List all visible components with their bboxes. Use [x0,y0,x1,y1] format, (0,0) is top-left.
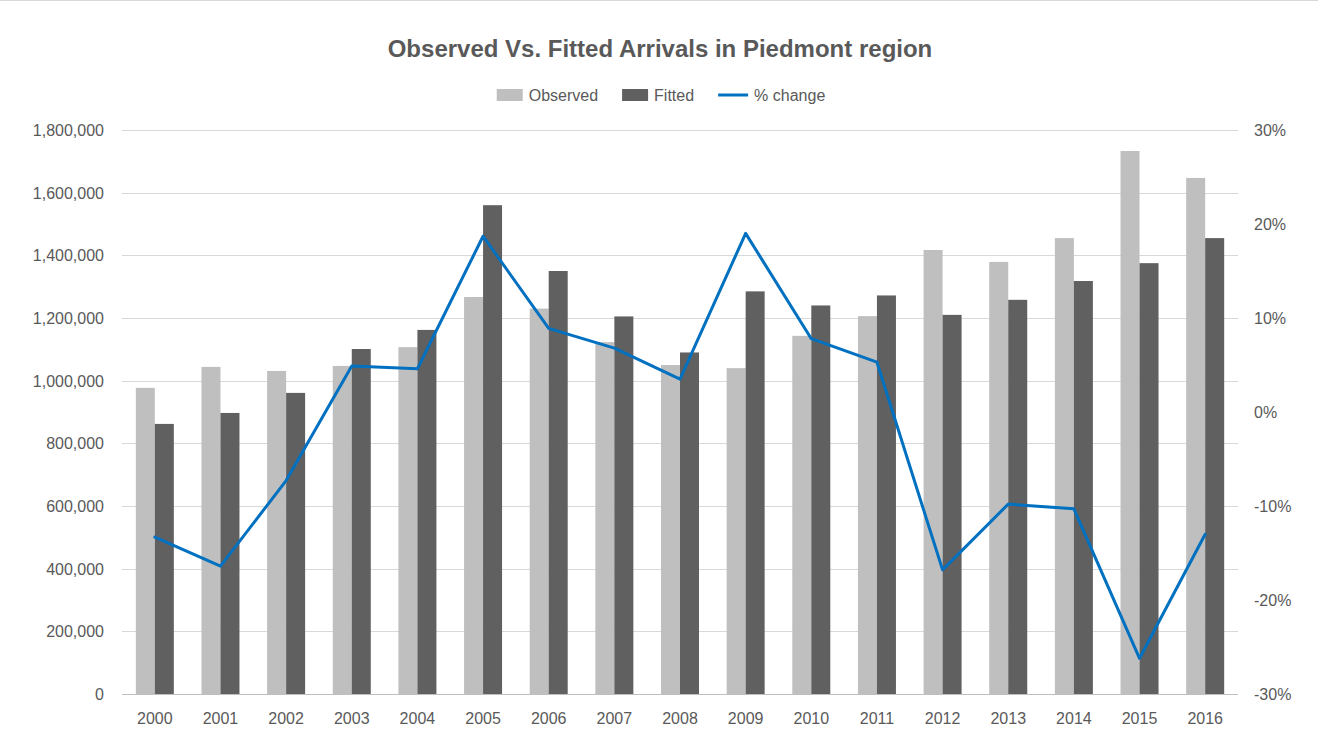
grid-line [122,694,1238,695]
y-tick-label: 800,000 [46,435,104,452]
x-tick-label: 2012 [925,710,961,727]
y-tick-label: 200,000 [46,623,104,640]
bar [792,336,811,694]
x-tick-label: 2015 [1122,710,1158,727]
y2-tick [1238,600,1240,601]
bar [727,368,746,694]
bar [595,342,614,694]
bar [136,388,155,694]
bar [286,393,305,694]
bar [398,347,417,694]
bar [1008,300,1027,694]
bar [201,367,220,694]
y2-tick-label: 10% [1254,310,1286,327]
bar [530,309,549,694]
bar [680,352,699,694]
bar [155,424,174,694]
frame-top [0,0,1318,1]
bar [614,316,633,694]
y-tick-label: 1,800,000 [33,122,104,139]
title: Observed Vs. Fitted Arrivals in Piedmont… [388,35,933,62]
bar [1121,151,1140,694]
bar [1055,238,1074,694]
bar [943,315,962,694]
bar [924,250,943,694]
y2-tick-label: 30% [1254,122,1286,139]
bar [661,365,680,694]
bar [811,305,830,694]
x-tick-label: 2002 [268,710,304,727]
y-tick-label: 1,200,000 [33,310,104,327]
y2-tick [1238,318,1240,319]
bar [483,205,502,694]
grid-line [122,193,1238,194]
x-tick-label: 2004 [400,710,436,727]
y2-tick [1238,506,1240,507]
y2-tick-label: 0% [1254,404,1277,421]
bar [1205,238,1224,694]
y2-tick [1238,224,1240,225]
background [0,0,1318,753]
legend-swatch [622,89,648,101]
grid-line [122,130,1238,131]
x-tick-label: 2010 [793,710,829,727]
bar [267,371,286,694]
legend-label: Fitted [654,87,694,104]
bar [333,366,352,694]
y2-tick [1238,412,1240,413]
x-tick-label: 2005 [465,710,501,727]
y2-tick-label: -30% [1254,686,1291,703]
y2-tick-label: -10% [1254,498,1291,515]
y-tick-label: 1,000,000 [33,373,104,390]
chart: Observed Vs. Fitted Arrivals in Piedmont… [0,0,1318,753]
legend-swatch [497,89,523,101]
bar [746,291,765,694]
plot-area [136,151,1224,694]
x-tick-label: 2006 [531,710,567,727]
x-tick-label: 2000 [137,710,173,727]
bar [1074,281,1093,694]
y-tick-label: 1,600,000 [33,185,104,202]
bar [877,295,896,694]
y2-tick [1238,130,1240,131]
x-tick-label: 2014 [1056,710,1092,727]
y-tick-label: 1,400,000 [33,247,104,264]
x-tick-label: 2001 [203,710,239,727]
legend-swatch [718,94,748,97]
bar [352,349,371,694]
line [155,233,1205,658]
legend: Observed Fitted % change [497,87,826,104]
legend-label: Observed [529,87,598,104]
bar [989,262,1008,694]
bar [1186,178,1205,694]
bar [858,316,877,694]
bar [417,330,436,694]
x-tick-label: 2013 [990,710,1026,727]
y2-tick-label: 20% [1254,216,1286,233]
x-tick-label: 2007 [597,710,633,727]
x-tick-label: 2011 [860,710,895,727]
bar [464,297,483,694]
x-tick-label: 2009 [728,710,764,727]
y2-tick [1238,694,1240,695]
x-tick-label: 2003 [334,710,370,727]
y2-tick-label: -20% [1254,592,1291,609]
legend-label: % change [754,87,825,104]
y-tick-label: 600,000 [46,498,104,515]
y-tick-label: 400,000 [46,561,104,578]
y-tick-label: 0 [95,686,104,703]
x-tick-label: 2016 [1187,710,1223,727]
x-tick-label: 2008 [662,710,698,727]
